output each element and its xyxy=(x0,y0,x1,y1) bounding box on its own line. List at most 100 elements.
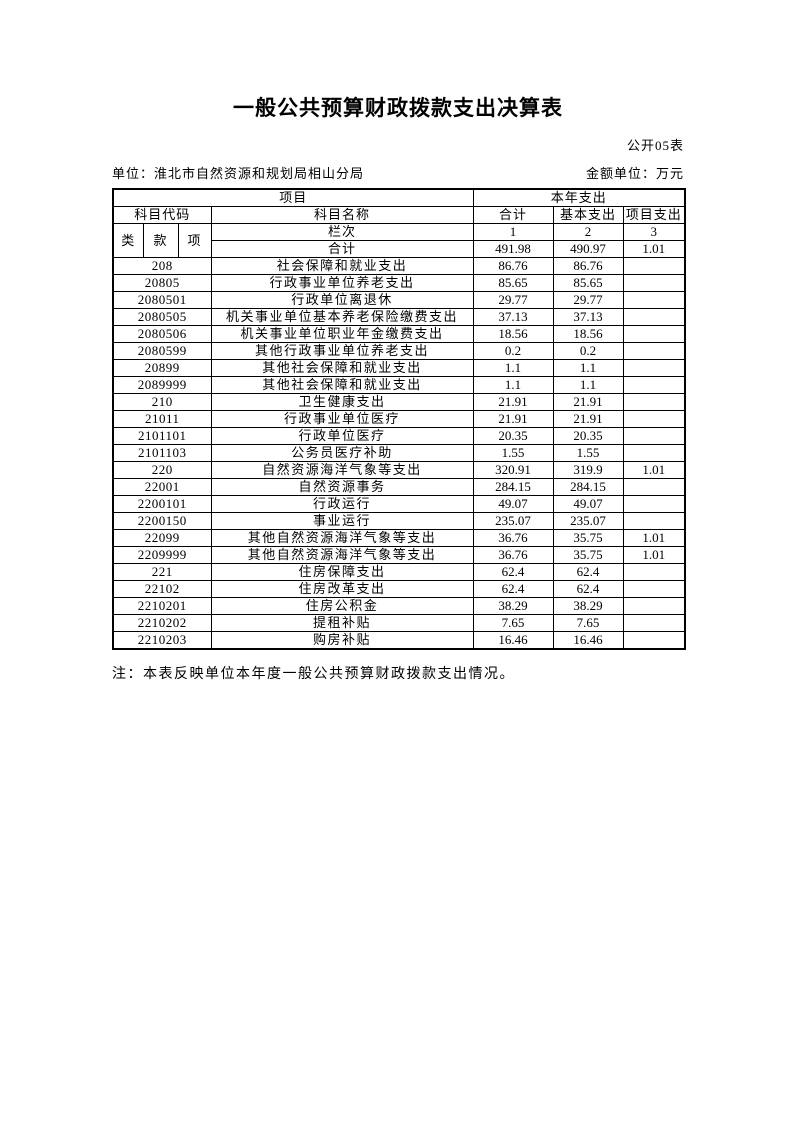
subject-code-cell: 210 xyxy=(112,393,212,411)
expenditure-table: 项目 本年支出 科目代码 科目名称 合计 基本支出 项目支出 类 款 项 栏次 … xyxy=(112,188,687,650)
subject-code-cell: 22099 xyxy=(112,529,212,547)
subject-code-cell: 2080599 xyxy=(112,342,212,360)
total-cell: 20.35 xyxy=(472,427,554,445)
grand-total-project-value: 1.01 xyxy=(622,240,686,258)
subject-name-cell: 行政事业单位养老支出 xyxy=(210,274,474,292)
basic-expenditure-cell: 21.91 xyxy=(552,410,624,428)
total-cell: 18.56 xyxy=(472,325,554,343)
table-header: 项目 本年支出 科目代码 科目名称 合计 基本支出 项目支出 类 款 项 栏次 … xyxy=(112,188,686,258)
total-cell: 85.65 xyxy=(472,274,554,292)
column-index-1: 1 xyxy=(472,223,554,241)
table-row: 2200101 行政运行 49.07 49.07 xyxy=(112,495,686,513)
subject-code-cell: 2200150 xyxy=(112,512,212,530)
basic-expenditure-cell: 35.75 xyxy=(552,529,624,547)
project-expenditure-cell xyxy=(622,478,686,496)
basic-expenditure-header: 基本支出 xyxy=(552,206,624,224)
footnote: 注：本表反映单位本年度一般公共预算财政拨款支出情况。 xyxy=(112,667,515,682)
table-row: 22099 其他自然资源海洋气象等支出 36.76 35.75 1.01 xyxy=(112,529,686,547)
section-header: 款 xyxy=(142,223,179,258)
basic-expenditure-cell: 7.65 xyxy=(552,614,624,632)
subject-name-cell: 事业运行 xyxy=(210,512,474,530)
basic-expenditure-cell: 1.55 xyxy=(552,444,624,462)
table-row: 2200150 事业运行 235.07 235.07 xyxy=(112,512,686,530)
table-row: 2080506 机关事业单位职业年金缴费支出 18.56 18.56 xyxy=(112,325,686,343)
project-expenditure-cell xyxy=(622,257,686,275)
table-row: 2101101 行政单位医疗 20.35 20.35 xyxy=(112,427,686,445)
project-expenditure-cell xyxy=(622,393,686,411)
subject-name-cell: 机关事业单位职业年金缴费支出 xyxy=(210,325,474,343)
grand-total-value: 491.98 xyxy=(472,240,554,258)
column-index-label: 栏次 xyxy=(210,223,474,241)
total-cell: 16.46 xyxy=(472,631,554,650)
subject-name-cell: 提租补贴 xyxy=(210,614,474,632)
total-cell: 36.76 xyxy=(472,546,554,564)
subject-name-cell: 其他自然资源海洋气象等支出 xyxy=(210,546,474,564)
total-cell: 235.07 xyxy=(472,512,554,530)
table-row: 20805 行政事业单位养老支出 85.65 85.65 xyxy=(112,274,686,292)
subject-code-cell: 21011 xyxy=(112,410,212,428)
subject-code-cell: 22001 xyxy=(112,478,212,496)
subject-name-cell: 其他行政事业单位养老支出 xyxy=(210,342,474,360)
project-expenditure-cell xyxy=(622,410,686,428)
subject-name-cell: 住房保障支出 xyxy=(210,563,474,581)
table-body: 208 社会保障和就业支出 86.76 86.76 20805 行政事业单位养老… xyxy=(112,257,686,650)
subject-code-cell: 20805 xyxy=(112,274,212,292)
subject-code-cell: 220 xyxy=(112,461,212,479)
table-row: 2080505 机关事业单位基本养老保险缴费支出 37.13 37.13 xyxy=(112,308,686,326)
subject-name-cell: 卫生健康支出 xyxy=(210,393,474,411)
grand-total-basic-value: 490.97 xyxy=(552,240,624,258)
project-group-header: 项目 xyxy=(112,188,474,207)
subject-name-cell: 住房改革支出 xyxy=(210,580,474,598)
grand-total-label: 合计 xyxy=(210,240,474,258)
table-row: 2080599 其他行政事业单位养老支出 0.2 0.2 xyxy=(112,342,686,360)
subject-code-cell: 2080506 xyxy=(112,325,212,343)
subject-code-cell: 2089999 xyxy=(112,376,212,394)
total-cell: 29.77 xyxy=(472,291,554,309)
page-title: 一般公共预算财政拨款支出决算表 xyxy=(233,97,563,120)
column-index-3: 3 xyxy=(622,223,686,241)
project-expenditure-cell xyxy=(622,563,686,581)
total-cell: 62.4 xyxy=(472,580,554,598)
table-row: 210 卫生健康支出 21.91 21.91 xyxy=(112,393,686,411)
subject-code-cell: 22102 xyxy=(112,580,212,598)
subject-code-cell: 221 xyxy=(112,563,212,581)
subject-name-header: 科目名称 xyxy=(210,206,474,224)
project-expenditure-cell xyxy=(622,342,686,360)
total-cell: 7.65 xyxy=(472,614,554,632)
basic-expenditure-cell: 29.77 xyxy=(552,291,624,309)
table-row: 2210202 提租补贴 7.65 7.65 xyxy=(112,614,686,632)
total-cell: 284.15 xyxy=(472,478,554,496)
table-row: 208 社会保障和就业支出 86.76 86.76 xyxy=(112,257,686,275)
table-row: 221 住房保障支出 62.4 62.4 xyxy=(112,563,686,581)
table-row: 2089999 其他社会保障和就业支出 1.1 1.1 xyxy=(112,376,686,394)
basic-expenditure-cell: 62.4 xyxy=(552,563,624,581)
subject-code-cell: 2101103 xyxy=(112,444,212,462)
total-cell: 38.29 xyxy=(472,597,554,615)
subject-name-cell: 其他社会保障和就业支出 xyxy=(210,359,474,377)
subject-name-cell: 购房补贴 xyxy=(210,631,474,650)
total-cell: 37.13 xyxy=(472,308,554,326)
subject-code-cell: 2080505 xyxy=(112,308,212,326)
total-cell: 86.76 xyxy=(472,257,554,275)
project-expenditure-cell xyxy=(622,308,686,326)
basic-expenditure-cell: 319.9 xyxy=(552,461,624,479)
subject-name-cell: 行政单位离退休 xyxy=(210,291,474,309)
header-row-columns: 科目代码 科目名称 合计 基本支出 项目支出 xyxy=(112,206,686,224)
basic-expenditure-cell: 86.76 xyxy=(552,257,624,275)
subject-name-cell: 自然资源海洋气象等支出 xyxy=(210,461,474,479)
subject-name-cell: 社会保障和就业支出 xyxy=(210,257,474,275)
basic-expenditure-cell: 18.56 xyxy=(552,325,624,343)
subject-code-cell: 2210202 xyxy=(112,614,212,632)
total-header: 合计 xyxy=(472,206,554,224)
project-expenditure-cell xyxy=(622,580,686,598)
subject-name-cell: 行政运行 xyxy=(210,495,474,513)
table-row: 2210201 住房公积金 38.29 38.29 xyxy=(112,597,686,615)
total-cell: 62.4 xyxy=(472,563,554,581)
project-expenditure-cell xyxy=(622,512,686,530)
column-index-2: 2 xyxy=(552,223,624,241)
subject-name-cell: 自然资源事务 xyxy=(210,478,474,496)
table-row: 22102 住房改革支出 62.4 62.4 xyxy=(112,580,686,598)
subject-name-cell: 其他社会保障和就业支出 xyxy=(210,376,474,394)
project-expenditure-cell xyxy=(622,444,686,462)
